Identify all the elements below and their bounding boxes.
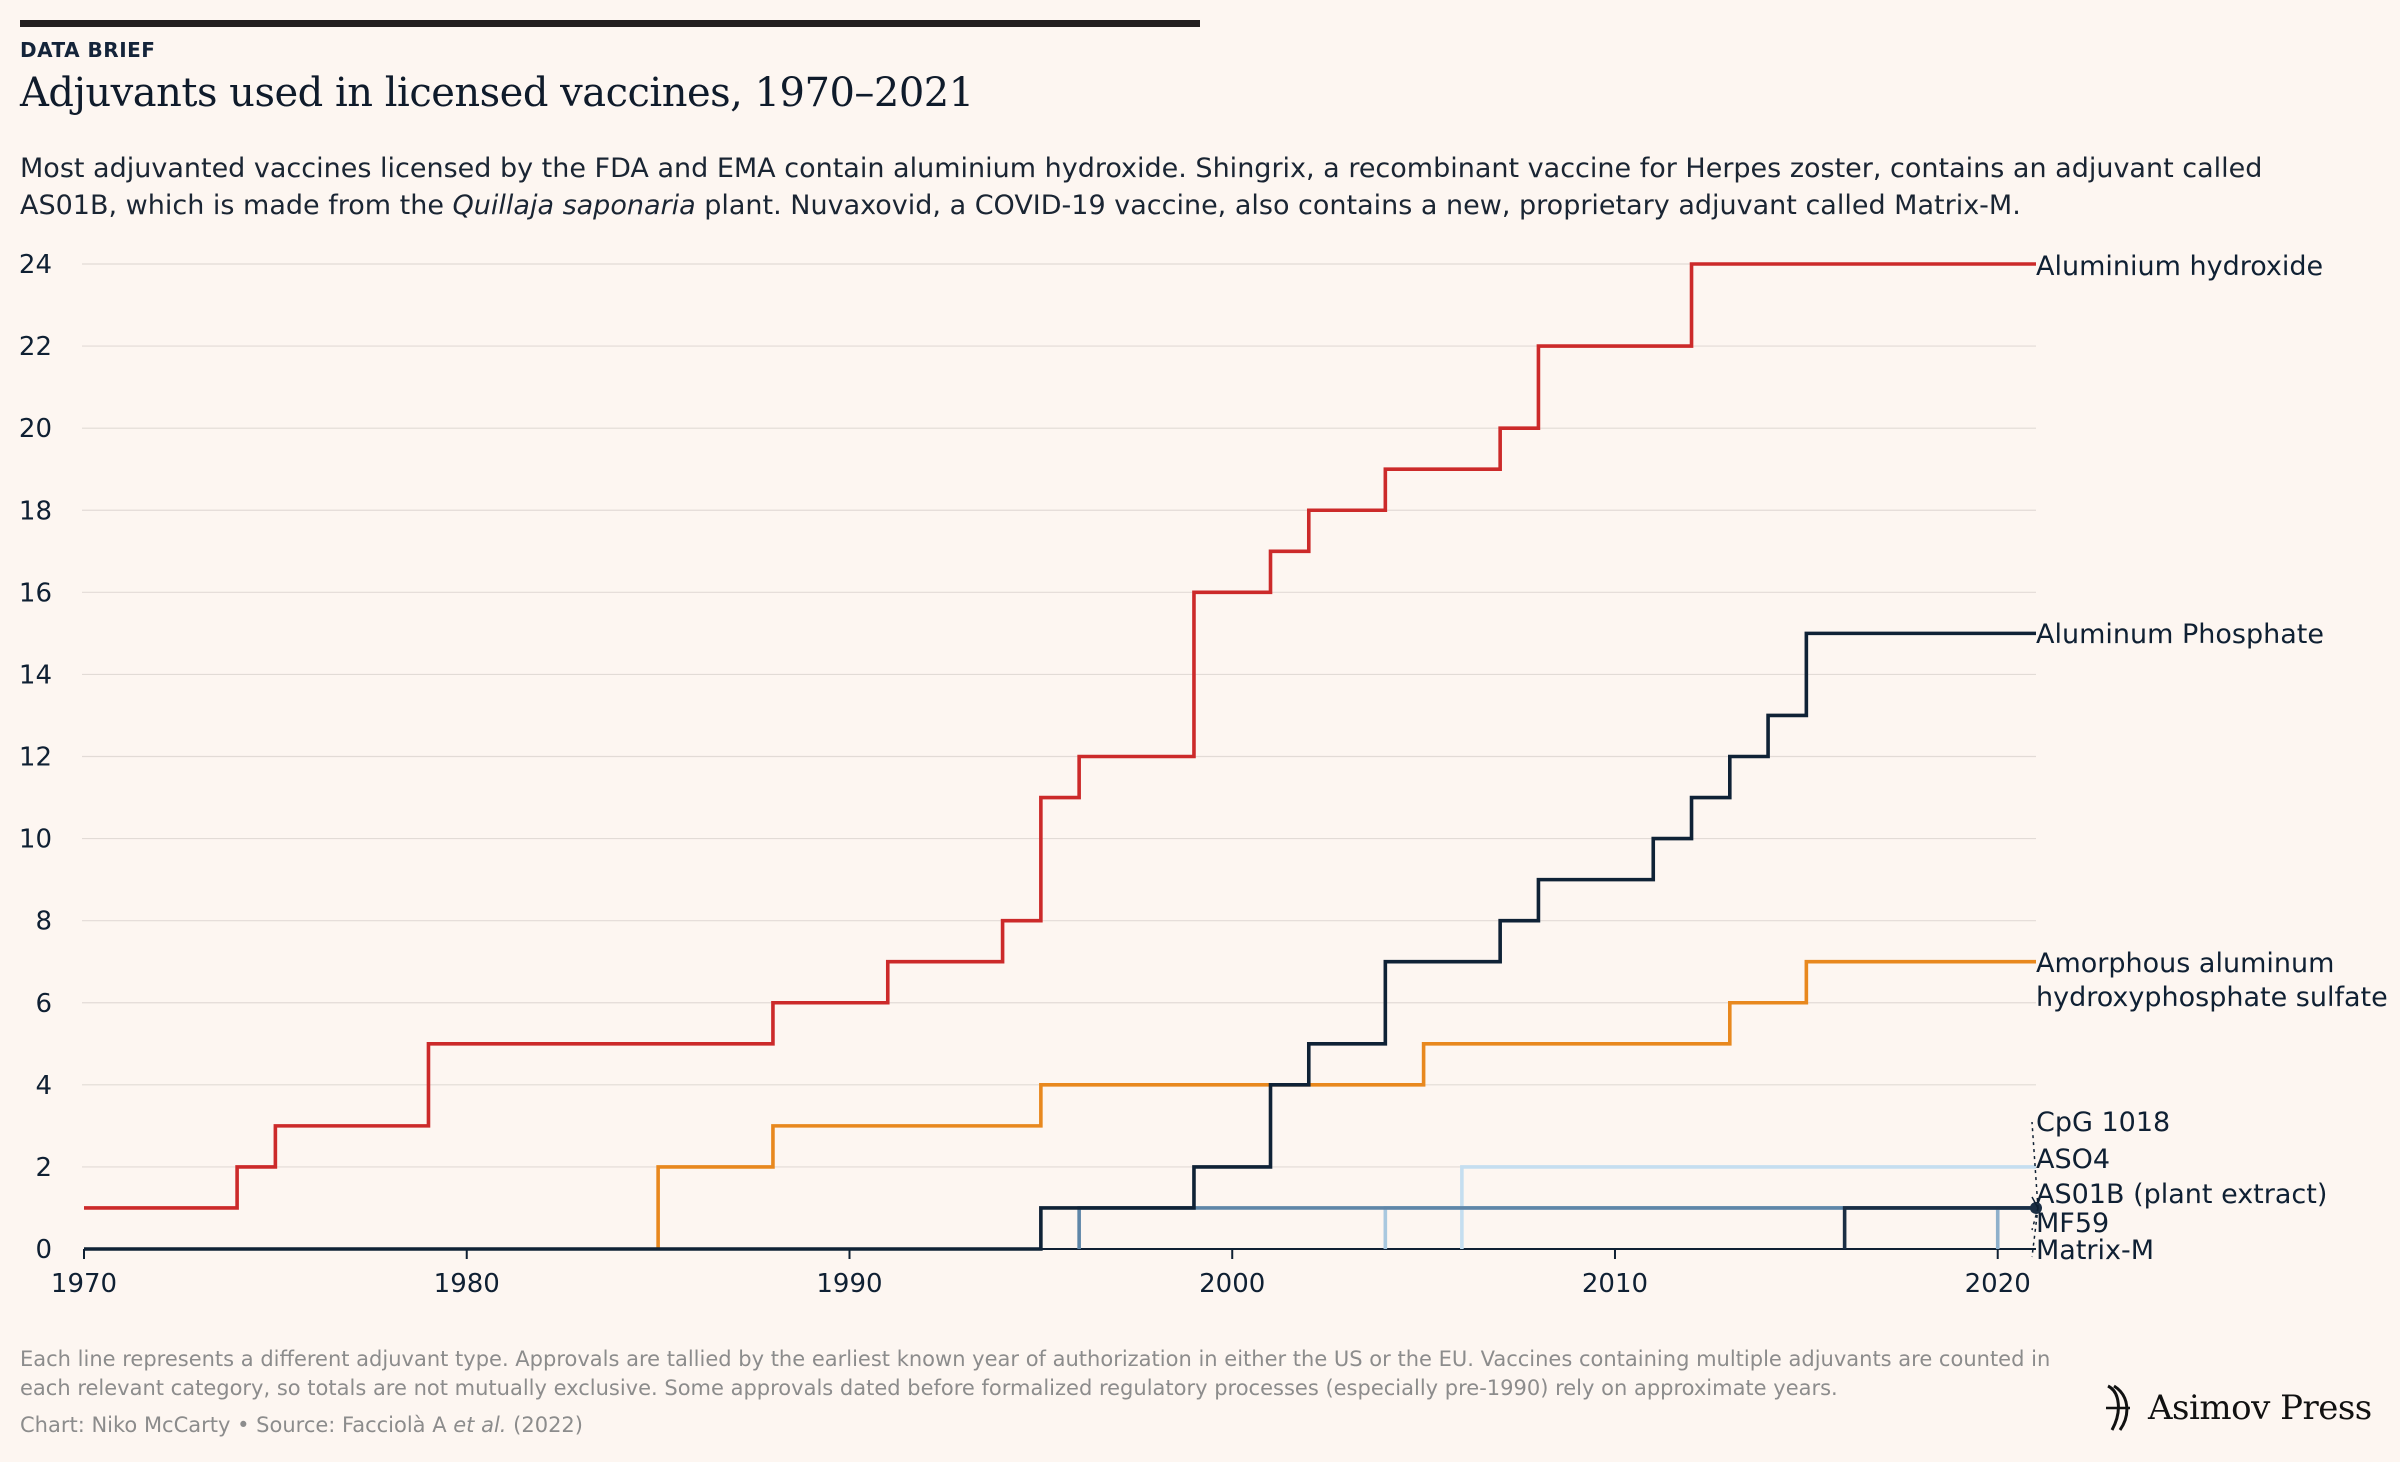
series-label: Aluminum Phosphate bbox=[2036, 619, 2324, 650]
series-line bbox=[1995, 1206, 2036, 1249]
series-line bbox=[1383, 1206, 2036, 1249]
series-label: Amorphous aluminum bbox=[2036, 948, 2334, 979]
y-tick-label: 8 bbox=[35, 907, 52, 937]
kicker: DATA BRIEF bbox=[20, 38, 156, 62]
y-tick-label: 20 bbox=[19, 414, 52, 444]
chart-title: Adjuvants used in licensed vaccines, 197… bbox=[20, 70, 974, 116]
y-tick-label: 14 bbox=[19, 660, 52, 690]
asimov-mark-icon bbox=[2106, 1384, 2130, 1431]
series-label: MF59 bbox=[2036, 1208, 2109, 1239]
y-tick-label: 0 bbox=[35, 1235, 52, 1265]
brand-name: Asimov Press bbox=[2148, 1388, 2372, 1428]
series-line bbox=[84, 262, 2036, 1210]
label-leader-line bbox=[2031, 1196, 2039, 1209]
credit-line: Chart: Niko McCarty • Source: Facciolà A… bbox=[20, 1413, 583, 1437]
label-leader-line bbox=[2031, 1207, 2039, 1258]
y-tick-label: 10 bbox=[19, 825, 52, 855]
y-tick-label: 2 bbox=[35, 1153, 52, 1183]
x-tick-label: 2020 bbox=[1965, 1269, 2031, 1299]
y-tick-label: 24 bbox=[19, 250, 52, 280]
series-line bbox=[1077, 1206, 2036, 1249]
y-tick-label: 22 bbox=[19, 332, 52, 362]
series-line bbox=[1460, 1165, 2036, 1249]
end-point-dot bbox=[2030, 1201, 2042, 1214]
y-tick-label: 12 bbox=[19, 743, 52, 773]
x-tick-label: 2000 bbox=[1199, 1269, 1265, 1299]
credit-part-1: Chart: Niko McCarty • Source: Facciolà A bbox=[20, 1413, 454, 1437]
credit-italic: et al. bbox=[453, 1413, 507, 1437]
subtitle-part-1: Most adjuvanted vaccines licensed by the… bbox=[20, 153, 2263, 221]
subtitle-italic: Quillaja saponaria bbox=[452, 190, 696, 221]
y-tick-label: 18 bbox=[19, 496, 52, 526]
series-line bbox=[656, 959, 2036, 1249]
y-tick-label: 16 bbox=[19, 578, 52, 608]
y-tick-label: 6 bbox=[35, 989, 52, 1019]
series-label: Aluminium hydroxide bbox=[2036, 251, 2323, 282]
top-rule bbox=[20, 20, 1200, 27]
series-label: CpG 1018 bbox=[2036, 1107, 2170, 1138]
x-tick-label: 1980 bbox=[434, 1269, 500, 1299]
x-tick-label: 2010 bbox=[1582, 1269, 1648, 1299]
series-label: hydroxyphosphate sulfate bbox=[2036, 982, 2388, 1013]
chart-subtitle: Most adjuvanted vaccines licensed by the… bbox=[20, 150, 2360, 224]
footnote: Each line represents a different adjuvan… bbox=[20, 1347, 2051, 1400]
brand-logo: Asimov Press bbox=[2100, 1380, 2372, 1436]
subtitle-part-2: plant. Nuvaxovid, a COVID-19 vaccine, al… bbox=[695, 190, 2021, 221]
x-tick-label: 1990 bbox=[816, 1269, 882, 1299]
series-label: Matrix-M bbox=[2036, 1235, 2154, 1266]
series-label: ASO4 bbox=[2036, 1144, 2110, 1175]
x-tick-label: 1970 bbox=[51, 1269, 117, 1299]
series-line bbox=[84, 631, 2036, 1251]
y-tick-label: 4 bbox=[35, 1071, 52, 1101]
credit-part-2: (2022) bbox=[506, 1413, 583, 1437]
series-label: AS01B (plant extract) bbox=[2036, 1179, 2327, 1210]
label-leader-line bbox=[2031, 1121, 2039, 1209]
series-line bbox=[1842, 1206, 2036, 1249]
